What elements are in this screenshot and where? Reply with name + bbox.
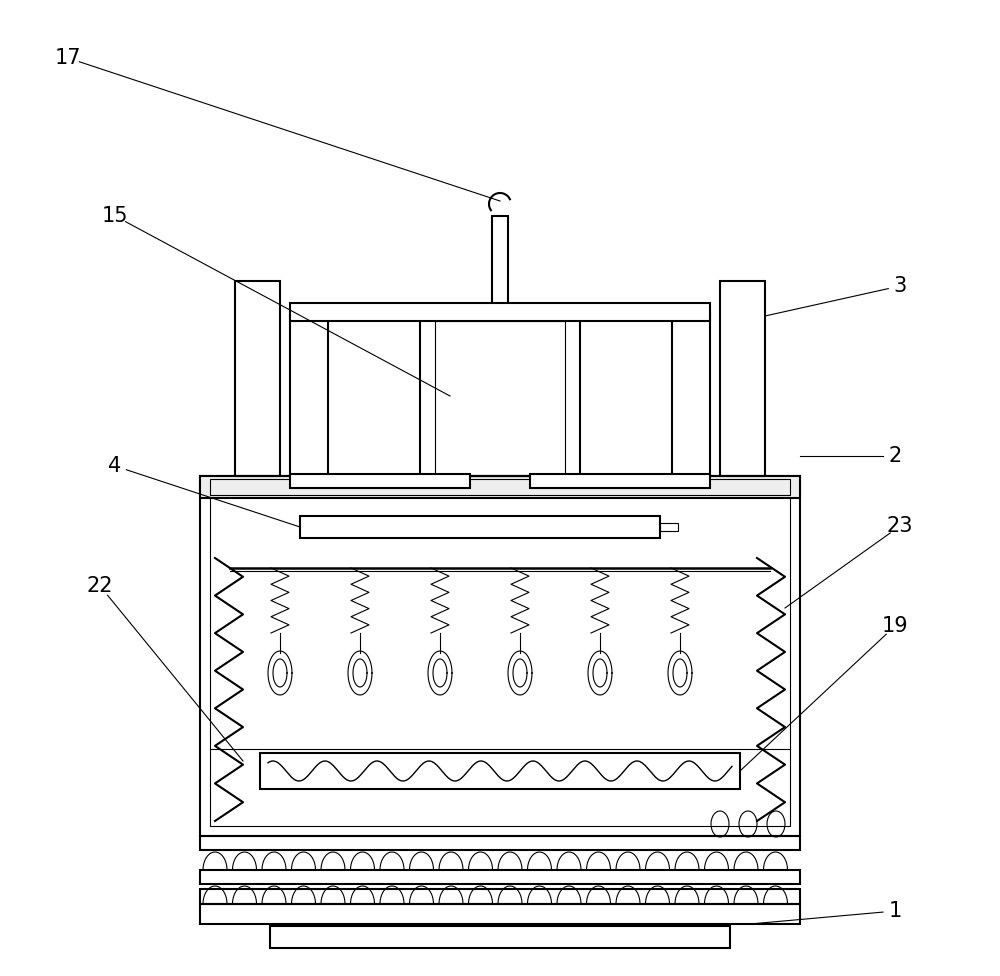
Bar — [290, 474, 470, 488]
Bar — [530, 474, 710, 488]
Bar — [260, 753, 740, 789]
Text: 23: 23 — [887, 516, 913, 536]
Bar — [270, 926, 730, 948]
Text: 1: 1 — [888, 901, 902, 921]
Bar — [200, 476, 800, 498]
Bar — [435, 321, 565, 476]
Bar — [420, 306, 580, 476]
Bar — [660, 523, 678, 531]
Bar — [200, 476, 800, 836]
Bar — [235, 281, 280, 476]
Text: 22: 22 — [87, 576, 113, 596]
Text: 2: 2 — [888, 446, 902, 466]
Bar — [200, 904, 800, 924]
Text: 4: 4 — [108, 456, 122, 476]
Bar — [720, 281, 765, 476]
Bar — [300, 516, 660, 538]
Text: 3: 3 — [893, 276, 907, 296]
Bar — [290, 311, 328, 476]
Bar — [200, 870, 800, 884]
Text: 17: 17 — [55, 48, 81, 68]
Bar — [210, 486, 790, 826]
Text: 19: 19 — [882, 616, 908, 636]
Bar — [672, 311, 710, 476]
Bar — [210, 479, 790, 495]
Bar — [200, 889, 800, 904]
Text: 15: 15 — [102, 206, 128, 226]
Bar — [290, 303, 710, 321]
Bar — [492, 216, 508, 306]
Bar — [200, 836, 800, 850]
